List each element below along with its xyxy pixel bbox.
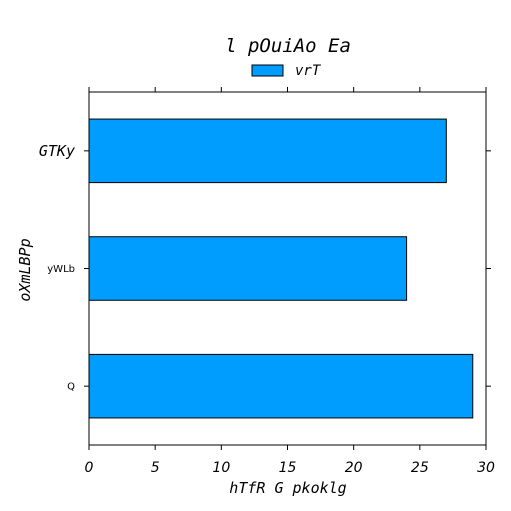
x-tick-label: 0: [85, 460, 94, 476]
y-tick-label: Q: [67, 382, 75, 393]
bar-GTKy: [88, 118, 447, 184]
x-axis-label: hTfR G pkoklg: [229, 479, 346, 497]
x-tick-label: 15: [279, 460, 297, 476]
legend-label: vrT: [295, 63, 322, 79]
bar-Q: [88, 353, 474, 419]
bar-yWLb: [88, 236, 408, 301]
x-tick-label: 30: [477, 460, 495, 476]
x-tick-label: 25: [411, 460, 429, 476]
axis-ticks: GTKy yWLb Q 0 5 10 15 20 25 30: [39, 87, 495, 476]
legend: vrT: [251, 63, 322, 79]
y-axis-label: oXmLBPp: [16, 238, 34, 301]
legend-swatch: [251, 64, 284, 77]
y-tick-label: yWLb: [47, 264, 75, 275]
x-tick-label: 5: [151, 460, 160, 476]
x-tick-label: 20: [345, 460, 363, 476]
bars-group: [88, 118, 474, 419]
chart-title: l pOuiAo Ea: [225, 35, 351, 57]
x-tick-label: 10: [212, 460, 230, 476]
y-tick-label: GTKy: [39, 142, 75, 160]
